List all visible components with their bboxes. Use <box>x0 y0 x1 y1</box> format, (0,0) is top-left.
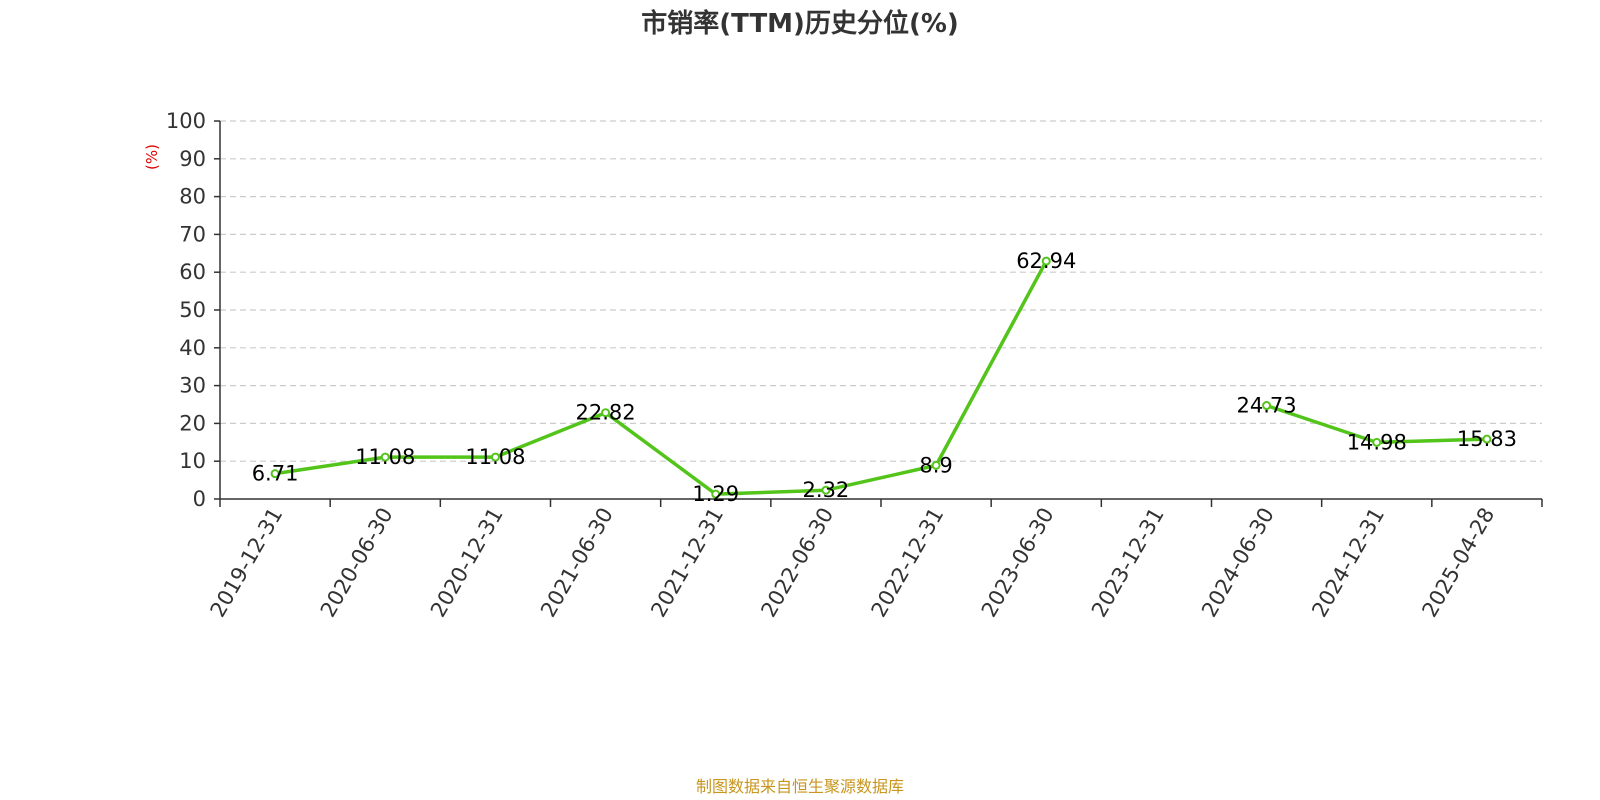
data-label: 15.83 <box>1457 427 1517 451</box>
x-tick-label: 2021-12-31 <box>646 504 728 622</box>
x-tick-label: 2021-06-30 <box>536 504 618 622</box>
x-tick-labels: 2019-12-31 2020-06-30 2020-12-31 2021-06-30… <box>206 504 1500 622</box>
y-tick-label: 90 <box>179 147 206 171</box>
axes <box>214 120 1543 507</box>
data-label: 62.94 <box>1016 249 1076 273</box>
data-label: 2.32 <box>803 478 850 502</box>
y-tick-label: 40 <box>179 336 206 360</box>
y-tick-label: 70 <box>179 222 206 246</box>
y-tick-label: 10 <box>179 449 206 473</box>
data-point <box>931 460 941 470</box>
series-line-segment-1 <box>273 259 1048 496</box>
y-axis-label: (%) <box>143 144 161 170</box>
y-tick-label: 20 <box>179 411 206 435</box>
y-tick-label: 30 <box>179 374 206 398</box>
x-tick-label: 2023-06-30 <box>977 504 1059 622</box>
x-tick-label: 2019-12-31 <box>206 504 288 622</box>
data-points <box>270 256 1492 499</box>
data-label: 11.08 <box>355 445 415 469</box>
data-point <box>601 408 611 418</box>
x-tick-label: 2024-06-30 <box>1197 504 1279 622</box>
data-point <box>490 452 500 462</box>
data-point <box>1372 437 1382 447</box>
data-point <box>821 485 831 495</box>
data-label: 1.29 <box>692 482 739 506</box>
y-tick-label: 100 <box>166 109 206 133</box>
data-label: 8.9 <box>919 453 952 477</box>
x-tick-label: 2022-06-30 <box>756 504 838 622</box>
data-label: 6.71 <box>252 462 299 486</box>
data-label: 22.82 <box>576 401 636 425</box>
data-point <box>1262 401 1272 411</box>
y-tick-label: 0 <box>193 487 206 511</box>
data-label: 11.08 <box>465 445 525 469</box>
source-note: 制图数据来自恒生聚源数据库 <box>696 777 904 796</box>
x-tick-label: 2022-12-31 <box>867 504 949 622</box>
y-tick-label: 50 <box>179 298 206 322</box>
y-tick-label: 60 <box>179 260 206 284</box>
x-tick-label: 2020-12-31 <box>426 504 508 622</box>
x-tick-label: 2020-06-30 <box>316 504 398 622</box>
data-point <box>380 452 390 462</box>
x-tick-label: 2024-12-31 <box>1307 504 1389 622</box>
grid-lines <box>220 120 1542 462</box>
x-tick-label: 2023-12-31 <box>1087 504 1169 622</box>
data-point <box>1482 434 1492 444</box>
data-point <box>270 469 280 479</box>
data-point <box>711 489 721 499</box>
x-tick-label: 2025-04-28 <box>1417 504 1499 622</box>
data-labels: 6.71 11.08 11.08 22.82 1.29 2.32 8.9 62.94 24.73… <box>252 249 1517 506</box>
data-label: 24.73 <box>1237 394 1297 418</box>
data-point <box>1041 256 1051 266</box>
series-line-group <box>273 259 1489 496</box>
data-label: 14.98 <box>1347 430 1407 454</box>
y-tick-label: 80 <box>179 185 206 209</box>
y-tick-labels: 0 10 20 30 40 50 60 70 80 90 100 <box>166 109 206 511</box>
chart-title: 市销率(TTM)历史分位(%) <box>641 8 959 39</box>
